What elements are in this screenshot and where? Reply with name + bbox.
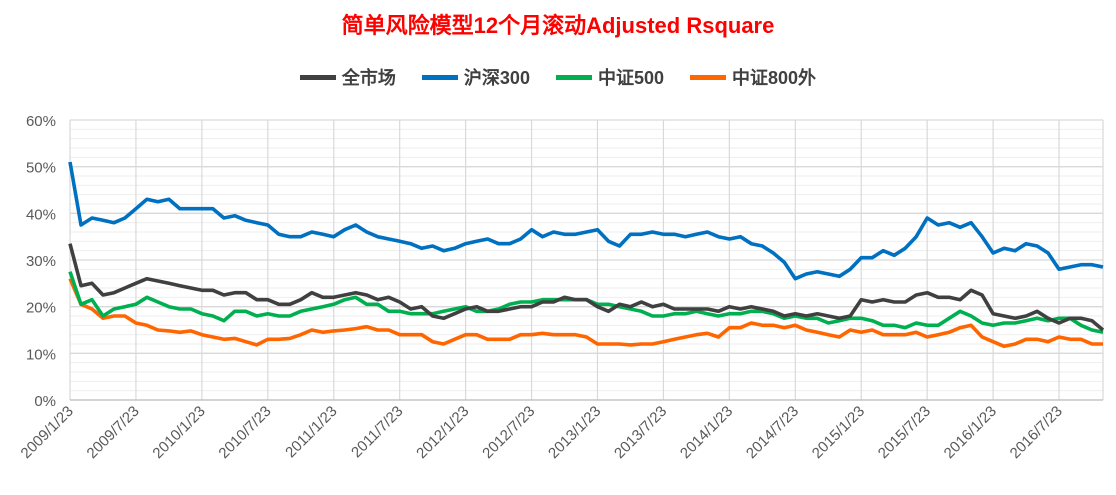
legend-item-ex-csi800: 中证800外 <box>690 64 816 90</box>
x-tick-label: 2014/1/23 <box>677 403 736 462</box>
series-line-1 <box>68 161 1104 281</box>
legend-label: 中证800外 <box>732 68 817 88</box>
legend-label: 全市场 <box>341 68 396 88</box>
x-tick-label: 2012/1/23 <box>413 403 472 462</box>
x-tick-label: 2011/1/23 <box>282 403 340 461</box>
y-tick-label: 40% <box>26 206 56 223</box>
legend-swatch <box>421 74 458 80</box>
y-tick-label: 10% <box>26 346 56 363</box>
x-tick-label: 2015/7/23 <box>875 403 934 462</box>
x-tick-label: 2010/7/23 <box>215 403 274 462</box>
legend-swatch <box>690 74 727 80</box>
y-tick-label: 0% <box>34 393 56 410</box>
x-tick-label: 2012/7/23 <box>479 403 538 462</box>
legend-item-all-market: 全市场 <box>299 64 396 90</box>
x-tick-label: 2010/1/23 <box>149 403 208 462</box>
y-tick-label: 30% <box>26 253 56 270</box>
legend-swatch <box>299 74 336 80</box>
series-line-2 <box>68 271 1104 335</box>
x-tick-label: 2016/7/23 <box>1007 403 1066 462</box>
chart-title: 简单风险模型12个月滚动Adjusted Rsquare <box>341 13 775 38</box>
series-line-3 <box>68 277 1103 349</box>
x-tick-label: 2013/1/23 <box>545 403 604 462</box>
y-tick-label: 20% <box>26 300 56 317</box>
x-tick-label: 2009/7/23 <box>84 403 143 462</box>
x-tick-label: 2013/7/23 <box>611 403 670 462</box>
x-tick-label: 2014/7/23 <box>743 403 802 462</box>
legend-item-csi300: 沪深300 <box>421 64 530 90</box>
legend: 全市场 沪深300 中证500 中证800外 <box>0 64 1116 90</box>
x-tick-label: 2015/1/23 <box>809 403 868 462</box>
legend-label: 沪深300 <box>463 68 530 88</box>
legend-swatch <box>555 74 592 80</box>
y-tick-label: 60% <box>26 113 56 130</box>
x-tick-label: 2009/1/23 <box>18 403 77 462</box>
legend-item-csi500: 中证500 <box>555 64 665 90</box>
series-line-0 <box>68 243 1105 332</box>
y-tick-label: 50% <box>26 160 56 177</box>
x-tick-label: 2011/7/23 <box>348 403 406 461</box>
x-tick-label: 2016/1/23 <box>941 403 1000 462</box>
legend-label: 中证500 <box>597 68 665 88</box>
